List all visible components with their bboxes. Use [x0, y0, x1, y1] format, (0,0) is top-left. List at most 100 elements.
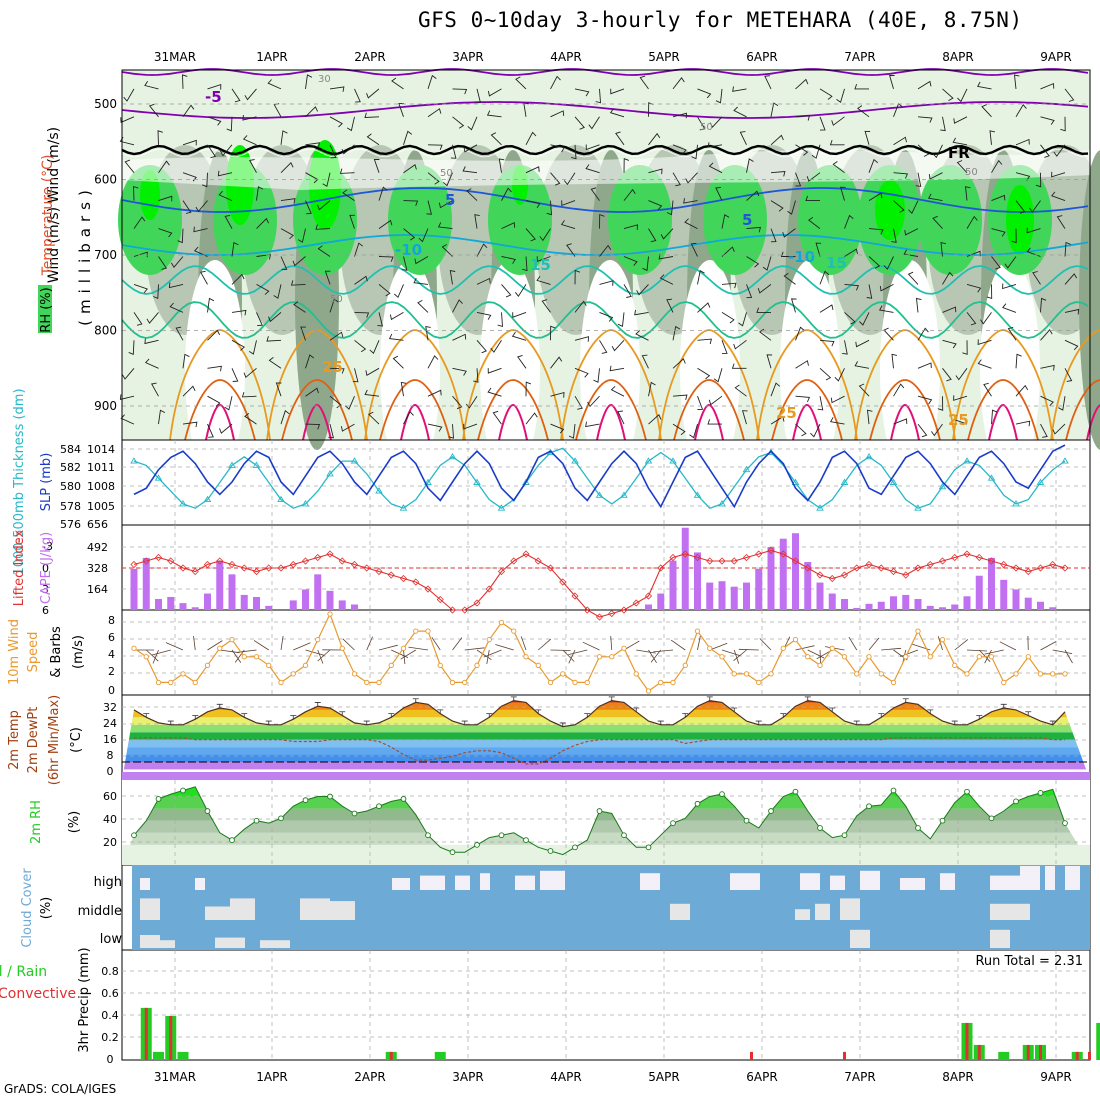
- temp-contour-minus10: [121, 68, 1089, 76]
- wind-barb: [599, 213, 605, 229]
- wind-barb: [623, 284, 632, 298]
- wind-speed-marker: [780, 645, 786, 651]
- x-tick-label-top: 4APR: [550, 50, 581, 64]
- lifted-index-marker: [951, 553, 959, 562]
- thickness-marker: [424, 478, 432, 485]
- rh-marker: [155, 796, 162, 802]
- wind-barb: [365, 367, 380, 377]
- temp-minmax-bar: [780, 713, 787, 718]
- temp-minmax-bar: [731, 707, 738, 712]
- temp-axis-label: 2m DewPt: [26, 707, 41, 774]
- wind-speed-marker: [756, 679, 762, 686]
- wind-barb: [574, 116, 585, 130]
- lifted-index-marker: [1061, 564, 1069, 572]
- cape-bar: [718, 581, 726, 610]
- temp-minmax-bar: [682, 713, 689, 718]
- temperature-contour-label: 5: [742, 211, 752, 229]
- wind-speed-marker: [964, 671, 970, 677]
- temp-minmax-bar: [853, 720, 860, 725]
- surface-wind-barb: [280, 636, 284, 651]
- wind-barb: [391, 77, 404, 90]
- wind-barb: [364, 389, 380, 397]
- wind-barb: [1060, 116, 1066, 132]
- wind-barb: [1004, 256, 1017, 269]
- temp-contour-35: [988, 403, 1018, 441]
- cloud-block: [795, 909, 810, 920]
- wind-barb: [623, 224, 638, 230]
- lifted-index-marker: [522, 550, 530, 558]
- wind-barb: [770, 134, 784, 146]
- lifted-index-marker: [779, 550, 787, 558]
- rh-marker: [645, 844, 652, 851]
- rh-marker: [278, 815, 284, 822]
- thickness-marker: [938, 482, 947, 490]
- cape-bar: [988, 557, 995, 610]
- lifted-index-marker: [265, 564, 273, 572]
- rh-contour-fill: [798, 165, 862, 275]
- thickness-marker: [693, 491, 702, 498]
- rh-legend-swatch: [38, 285, 52, 333]
- wind-barb: [218, 190, 233, 202]
- temperature-band: [122, 762, 1090, 770]
- surface-wind-barb: [648, 649, 657, 664]
- wind-barb: [937, 396, 944, 411]
- wind-barb: [1015, 104, 1027, 118]
- wind-barb: [672, 423, 686, 436]
- wind-speed-marker: [547, 679, 554, 686]
- wind-barb: [476, 311, 492, 320]
- wind-barb: [300, 326, 306, 341]
- wind-barb: [349, 214, 355, 229]
- wind-speed-marker: [241, 654, 247, 660]
- wind-barb: [157, 130, 163, 145]
- temp-contour-35: [205, 403, 235, 441]
- wind-barb: [403, 228, 416, 241]
- surface-wind-barb: [733, 649, 740, 664]
- wind-barb: [623, 188, 636, 201]
- cloud-block: [800, 873, 820, 890]
- wind-barb: [795, 423, 807, 437]
- cape-bar: [130, 568, 138, 610]
- cape-bar: [963, 596, 971, 610]
- wind-speed-marker: [988, 654, 995, 660]
- rh-tick: 40: [103, 813, 117, 826]
- wind-barb: [817, 396, 824, 411]
- cloud-block: [260, 940, 290, 948]
- rh-contour-label: 50: [700, 122, 713, 133]
- cape-bar: [804, 562, 812, 610]
- wind-barb: [427, 389, 442, 397]
- slp-line: [133, 444, 1066, 509]
- wind-barb: [1007, 326, 1017, 341]
- wind-barb: [756, 307, 771, 313]
- rh-marker: [964, 788, 970, 795]
- wind-barbs-upper: [119, 74, 1080, 439]
- rh-dry-band: [122, 150, 1090, 190]
- temp-minmax-bar: [412, 698, 419, 703]
- wind-speed-line: [133, 612, 1065, 692]
- pressure-tick-label: 700: [94, 248, 117, 262]
- cape-bar: [155, 599, 162, 610]
- rh-marker: [768, 808, 774, 814]
- temp-contour-30: [771, 379, 843, 441]
- temp-minmax-bar: [1025, 711, 1032, 716]
- wind-barb: [648, 414, 662, 425]
- cloud-block: [300, 898, 330, 920]
- wind-barb: [280, 162, 294, 174]
- wind-barb: [536, 256, 551, 262]
- temperature-contour-label: 25: [948, 411, 969, 429]
- surface-wind-barb: [733, 649, 747, 662]
- wind-speed-marker: [817, 662, 823, 668]
- pressure-tick-label: 500: [94, 97, 117, 111]
- cloud-block: [900, 878, 925, 890]
- surface-wind-barb: [165, 642, 184, 651]
- wind-barb: [738, 312, 747, 327]
- lifted-index-marker: [485, 585, 493, 593]
- rh-marker: [351, 810, 358, 817]
- rh-contour-fill: [388, 165, 452, 275]
- temp-minmax-bar: [241, 713, 248, 718]
- x-tick-label-bottom: 5APR: [648, 1070, 679, 1084]
- wind-barb: [517, 354, 527, 369]
- wind-barb: [739, 131, 747, 145]
- wind-barb: [473, 368, 479, 383]
- wind-barb: [574, 395, 583, 410]
- surface-wind-barb: [219, 649, 240, 654]
